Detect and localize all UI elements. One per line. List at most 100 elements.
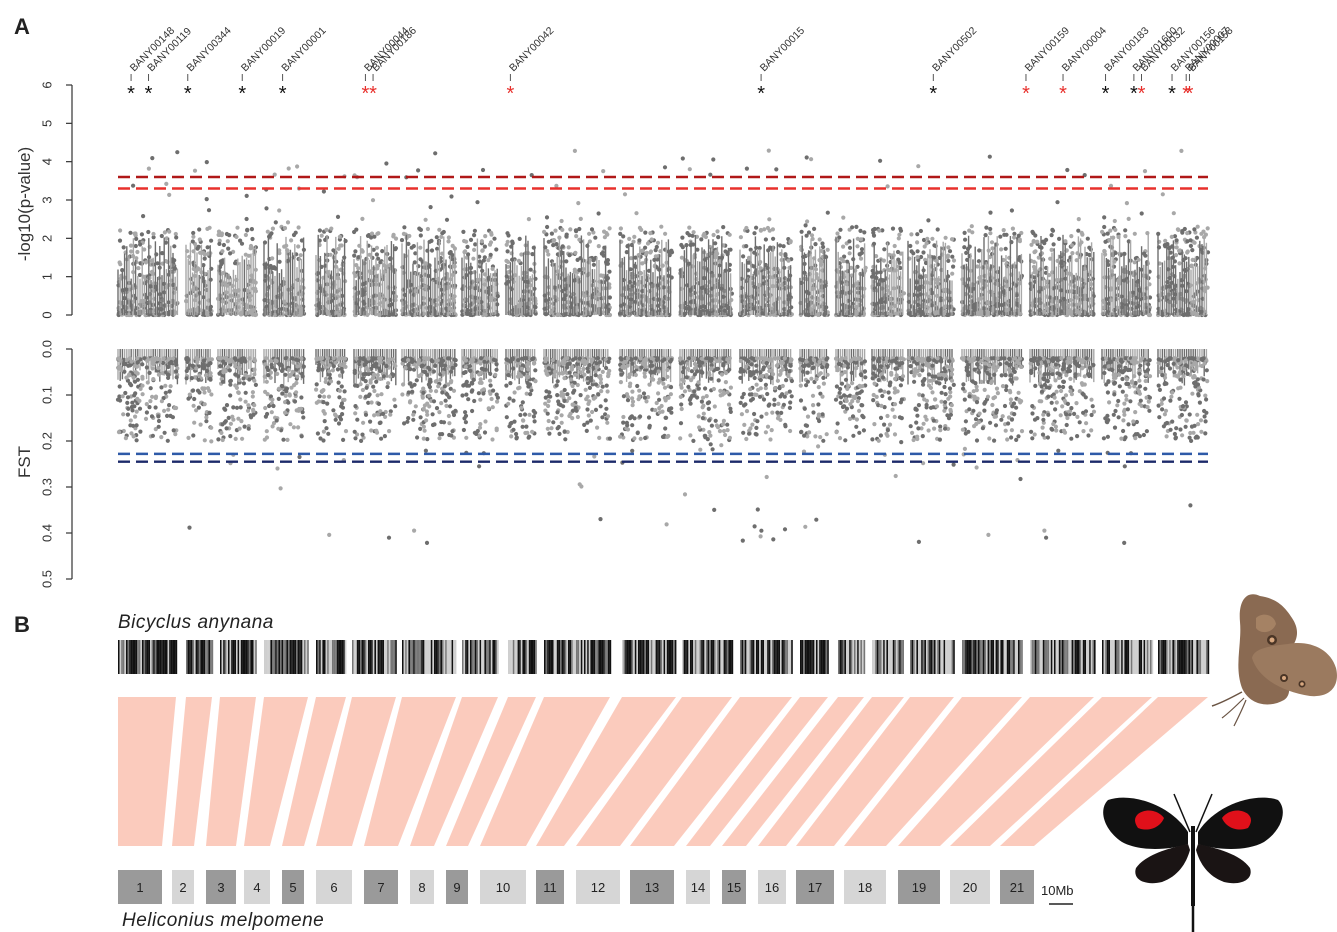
fst-point xyxy=(250,394,255,399)
gwas-point xyxy=(632,234,637,239)
gwas-point xyxy=(1185,249,1190,254)
gwas-point xyxy=(197,227,202,232)
fst-point xyxy=(243,390,248,395)
gwas-point xyxy=(1142,251,1147,256)
fst-point xyxy=(150,433,155,438)
gwas-point xyxy=(835,231,840,236)
gwas-point xyxy=(970,230,975,235)
gwas-point xyxy=(1065,167,1070,173)
gwas-point xyxy=(950,271,955,276)
fst-point xyxy=(237,426,242,431)
fst-point xyxy=(202,386,207,391)
locus-star: * xyxy=(145,83,153,105)
gwas-point xyxy=(591,262,597,267)
gwas-point xyxy=(519,252,524,257)
gwas-point xyxy=(239,241,245,246)
gwas-point xyxy=(1123,228,1128,233)
gwas-point xyxy=(744,166,750,171)
gwas-point xyxy=(494,247,499,252)
fst-point xyxy=(237,358,242,363)
gwas-point xyxy=(566,245,571,250)
gwas-point xyxy=(141,214,146,219)
gwas-point xyxy=(329,226,334,231)
fst-point xyxy=(250,390,255,395)
gwas-point xyxy=(1177,261,1182,266)
gwas-point xyxy=(393,246,398,251)
gwas-point xyxy=(450,252,455,258)
fst-point xyxy=(131,375,136,380)
gwas-point xyxy=(433,151,438,156)
fst-point xyxy=(125,412,130,417)
gwas-point xyxy=(296,244,301,249)
gwas-point xyxy=(897,232,902,237)
gwas-point xyxy=(915,240,920,245)
gwas-point xyxy=(234,234,239,239)
gwas-point xyxy=(1033,249,1038,254)
fst-point xyxy=(209,439,214,444)
gwas-point xyxy=(574,234,579,239)
gwas-point xyxy=(374,252,379,257)
gwas-point xyxy=(217,238,222,243)
gwas-point xyxy=(418,257,423,262)
fst-point xyxy=(171,428,176,433)
gwas-point xyxy=(969,224,974,229)
gwas-point xyxy=(943,235,948,240)
fst-point xyxy=(207,410,212,415)
gwas-point xyxy=(1063,239,1068,244)
gwas-point xyxy=(174,235,179,240)
fst-point xyxy=(228,434,233,439)
fst-point xyxy=(205,368,210,373)
fst-point xyxy=(167,389,172,394)
gwas-point xyxy=(202,252,207,257)
gwas-point xyxy=(877,228,882,233)
gwas-point xyxy=(645,241,651,246)
panel-letter-a: A xyxy=(14,14,30,39)
fst-point xyxy=(132,393,137,398)
gwas-point xyxy=(449,194,454,199)
fst-point xyxy=(145,358,150,363)
gwas-point xyxy=(428,205,433,210)
gwas-point xyxy=(471,256,476,261)
gwas-point xyxy=(1102,248,1107,254)
fst-point xyxy=(191,388,196,393)
gwas-point xyxy=(134,236,139,241)
gwas-point xyxy=(221,242,226,248)
gwas-point xyxy=(988,210,993,215)
gwas-point xyxy=(711,157,716,162)
gwas-point xyxy=(783,252,788,257)
gwas-point xyxy=(446,239,451,244)
gwas-point xyxy=(741,254,746,259)
gwas-point xyxy=(766,248,771,253)
gwas-point xyxy=(295,164,300,169)
fst-point xyxy=(252,378,257,383)
gwas-point xyxy=(374,245,380,250)
gwas-point xyxy=(652,257,657,262)
gwas-point xyxy=(461,229,466,234)
fst-point xyxy=(144,365,149,370)
locus-star: * xyxy=(1186,83,1194,105)
locus-star: * xyxy=(238,83,246,105)
gwas-point xyxy=(250,236,255,242)
gwas-point xyxy=(1031,231,1036,236)
gwas-point xyxy=(285,220,291,225)
gwas-point xyxy=(1009,208,1015,213)
gwas-point xyxy=(441,229,446,235)
gwas-point xyxy=(935,227,940,232)
gwas-point xyxy=(607,269,612,274)
fst-point xyxy=(194,366,199,371)
gwas-point xyxy=(841,259,846,264)
fst-point xyxy=(220,437,225,443)
fst-point xyxy=(245,408,251,413)
gwas-point xyxy=(1004,232,1009,237)
fst-point xyxy=(191,403,196,408)
gwas-point xyxy=(1012,231,1017,236)
gwas-point xyxy=(690,233,695,238)
gwas-point xyxy=(975,264,980,269)
gwas-point xyxy=(1188,243,1193,248)
gwas-point xyxy=(578,216,583,221)
gwas-point xyxy=(196,244,201,249)
fst-point xyxy=(219,430,224,435)
gwas-point xyxy=(204,197,209,202)
fst-point xyxy=(243,372,248,377)
gwas-point xyxy=(413,251,418,256)
